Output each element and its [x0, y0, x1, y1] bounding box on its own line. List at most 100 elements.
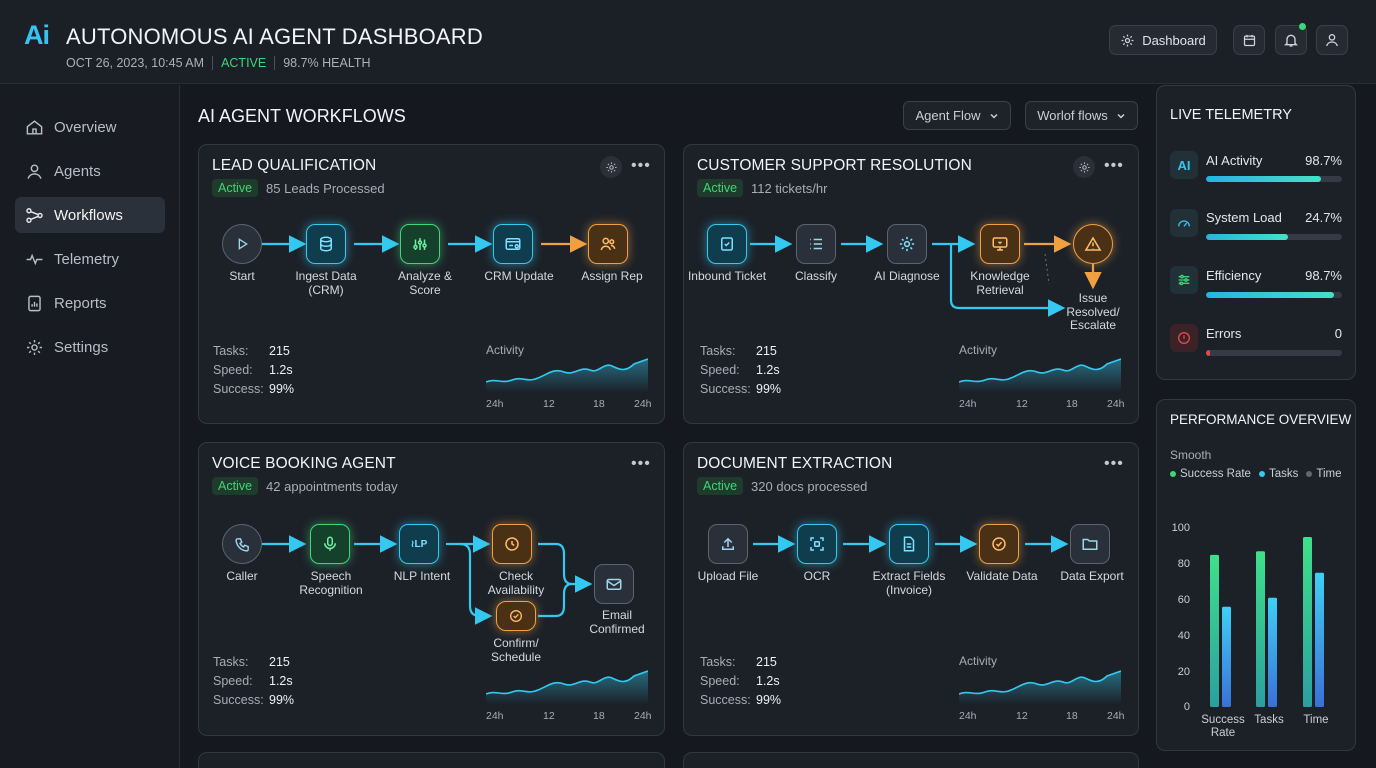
stat-value: 99%	[756, 382, 782, 396]
sidebar-item-label: Telemetry	[54, 250, 120, 268]
sidebar-item-overview[interactable]: Overview	[15, 109, 165, 145]
flow-node-crm-update[interactable]	[493, 224, 533, 264]
more-options-icon[interactable]: •••	[631, 157, 651, 174]
sidebar-item-label: Settings	[54, 338, 109, 356]
legend-label: Success Rate	[1180, 468, 1251, 480]
folder-icon	[1082, 538, 1098, 550]
card-settings-button[interactable]	[1073, 156, 1095, 178]
dropdown-label: Worlof flows	[1037, 108, 1108, 123]
flow-node-caller[interactable]	[222, 524, 262, 564]
more-options-icon[interactable]: •••	[1104, 157, 1124, 174]
flow-node-check-availability[interactable]	[492, 524, 532, 564]
sidebar-item-label: Agents	[54, 162, 101, 180]
sidebar-item-label: Workflows	[54, 206, 123, 224]
gear-icon	[1121, 34, 1134, 46]
bar-tasks	[1268, 597, 1277, 707]
activity-label: Activity	[486, 343, 525, 357]
bar-success-rate	[1256, 551, 1265, 707]
legend-item-tasks: Tasks	[1258, 468, 1298, 480]
flow-node-upload-file[interactable]	[708, 524, 748, 564]
flow-node-label: Inbound Ticket	[687, 269, 767, 283]
y-tick: 20	[1177, 666, 1190, 678]
more-options-icon[interactable]: •••	[631, 455, 651, 472]
section-title: AI AGENT WORKFLOWS	[198, 106, 406, 126]
user-button[interactable]	[1316, 25, 1348, 55]
legend-item-success-rate: Success Rate	[1170, 468, 1251, 480]
axis-tick: 24h	[486, 710, 504, 722]
flow-node-confirm-schedule[interactable]	[496, 601, 536, 631]
stat-label: Success:	[213, 382, 264, 396]
flow-node-label: Knowledge Retrieval	[970, 269, 1030, 297]
flow-node-classify[interactable]	[796, 224, 836, 264]
flow-node-analyze-score[interactable]	[400, 224, 440, 264]
health: 98.7% HEALTH	[283, 56, 371, 70]
flow-node-ai-diagnose[interactable]	[887, 224, 927, 264]
flow-node-extract-fields[interactable]	[889, 524, 929, 564]
flow-node-start[interactable]	[222, 224, 262, 264]
sidebar-item-settings[interactable]: Settings	[15, 329, 165, 365]
home-icon	[26, 119, 43, 135]
y-tick: 40	[1177, 630, 1190, 642]
flow-node-label: Upload File	[697, 569, 759, 583]
telemetry-bar	[1206, 234, 1342, 240]
card-status-row: Active 42 appointments today	[212, 477, 398, 495]
stat-value: 215	[269, 344, 290, 358]
sidebar-item-telemetry[interactable]: Telemetry	[15, 241, 165, 277]
microphone-icon	[324, 536, 336, 551]
database-icon	[320, 236, 332, 252]
axis-tick: 18	[593, 398, 605, 410]
flow-node-knowledge-retrieval[interactable]	[980, 224, 1020, 264]
x-category-label: Success Rate	[1201, 714, 1245, 739]
flow-node-validate-data[interactable]	[979, 524, 1019, 564]
stat-label: Success:	[700, 693, 751, 707]
crm-icon	[505, 238, 521, 250]
stat-label: Tasks:	[213, 344, 249, 358]
flows-dropdown[interactable]: Worlof flows	[1025, 101, 1138, 130]
panel-title: LIVE TELEMETRY	[1170, 107, 1292, 123]
gear-icon	[1078, 161, 1090, 173]
agent-flow-dropdown[interactable]: Agent Flow	[903, 101, 1011, 130]
notifications-button[interactable]	[1275, 25, 1307, 55]
activity-sparkline	[486, 670, 648, 704]
telemetry-label: AI Activity	[1206, 153, 1263, 168]
telemetry-bar-fill	[1206, 176, 1321, 182]
stat-value: 99%	[269, 693, 295, 707]
stat-value: 1.2s	[756, 363, 780, 377]
flow-node-label: AI Diagnose	[874, 269, 940, 283]
flow-node-inbound-ticket[interactable]	[707, 224, 747, 264]
flow-node-ocr[interactable]	[797, 524, 837, 564]
flow-node-nlp-intent[interactable]: ≀LP	[399, 524, 439, 564]
sidebar-item-agents[interactable]: Agents	[15, 153, 165, 189]
card-title: CUSTOMER SUPPORT RESOLUTION	[697, 157, 972, 174]
flow-node-label: Classify	[794, 269, 837, 283]
axis-tick: 12	[1016, 710, 1028, 722]
flow-node-data-export[interactable]	[1070, 524, 1110, 564]
flow-node-assign-rep[interactable]	[588, 224, 628, 264]
dashboard-button[interactable]: Dashboard	[1109, 25, 1217, 55]
card-settings-button[interactable]	[600, 156, 622, 178]
card-title: LEAD QUALIFICATION	[212, 157, 377, 174]
mail-icon	[606, 578, 622, 590]
flow-node-ingest-data[interactable]	[306, 224, 346, 264]
flow-node-label: Issue Resolved/ Escalate	[1066, 291, 1120, 332]
flow-node-speech-recognition[interactable]	[310, 524, 350, 564]
more-options-icon[interactable]: •••	[1104, 455, 1124, 472]
flow-node-email-confirmed[interactable]	[594, 564, 634, 604]
telemetry-value: 24.7%	[1305, 210, 1342, 225]
stat-label: Speed:	[700, 363, 740, 377]
axis-tick: 24h	[634, 398, 652, 410]
stat-value: 1.2s	[269, 674, 293, 688]
calendar-button[interactable]	[1233, 25, 1265, 55]
flow-node-label: Speech Recognition	[299, 569, 363, 597]
axis-tick: 24h	[634, 710, 652, 722]
sidebar-item-reports[interactable]: Reports	[15, 285, 165, 321]
telemetry-value: 98.7%	[1305, 268, 1342, 283]
axis-tick: 12	[1016, 398, 1028, 410]
flow-node-label: CRM Update	[484, 269, 554, 283]
sidebar-item-workflows[interactable]: Workflows	[15, 197, 165, 233]
card-status-row: Active 112 tickets/hr	[697, 179, 827, 197]
flow-node-issue-resolved[interactable]	[1073, 224, 1113, 264]
axis-tick: 24h	[959, 398, 977, 410]
card-status-row: Active 320 docs processed	[697, 477, 867, 495]
bar-tasks	[1222, 606, 1231, 707]
